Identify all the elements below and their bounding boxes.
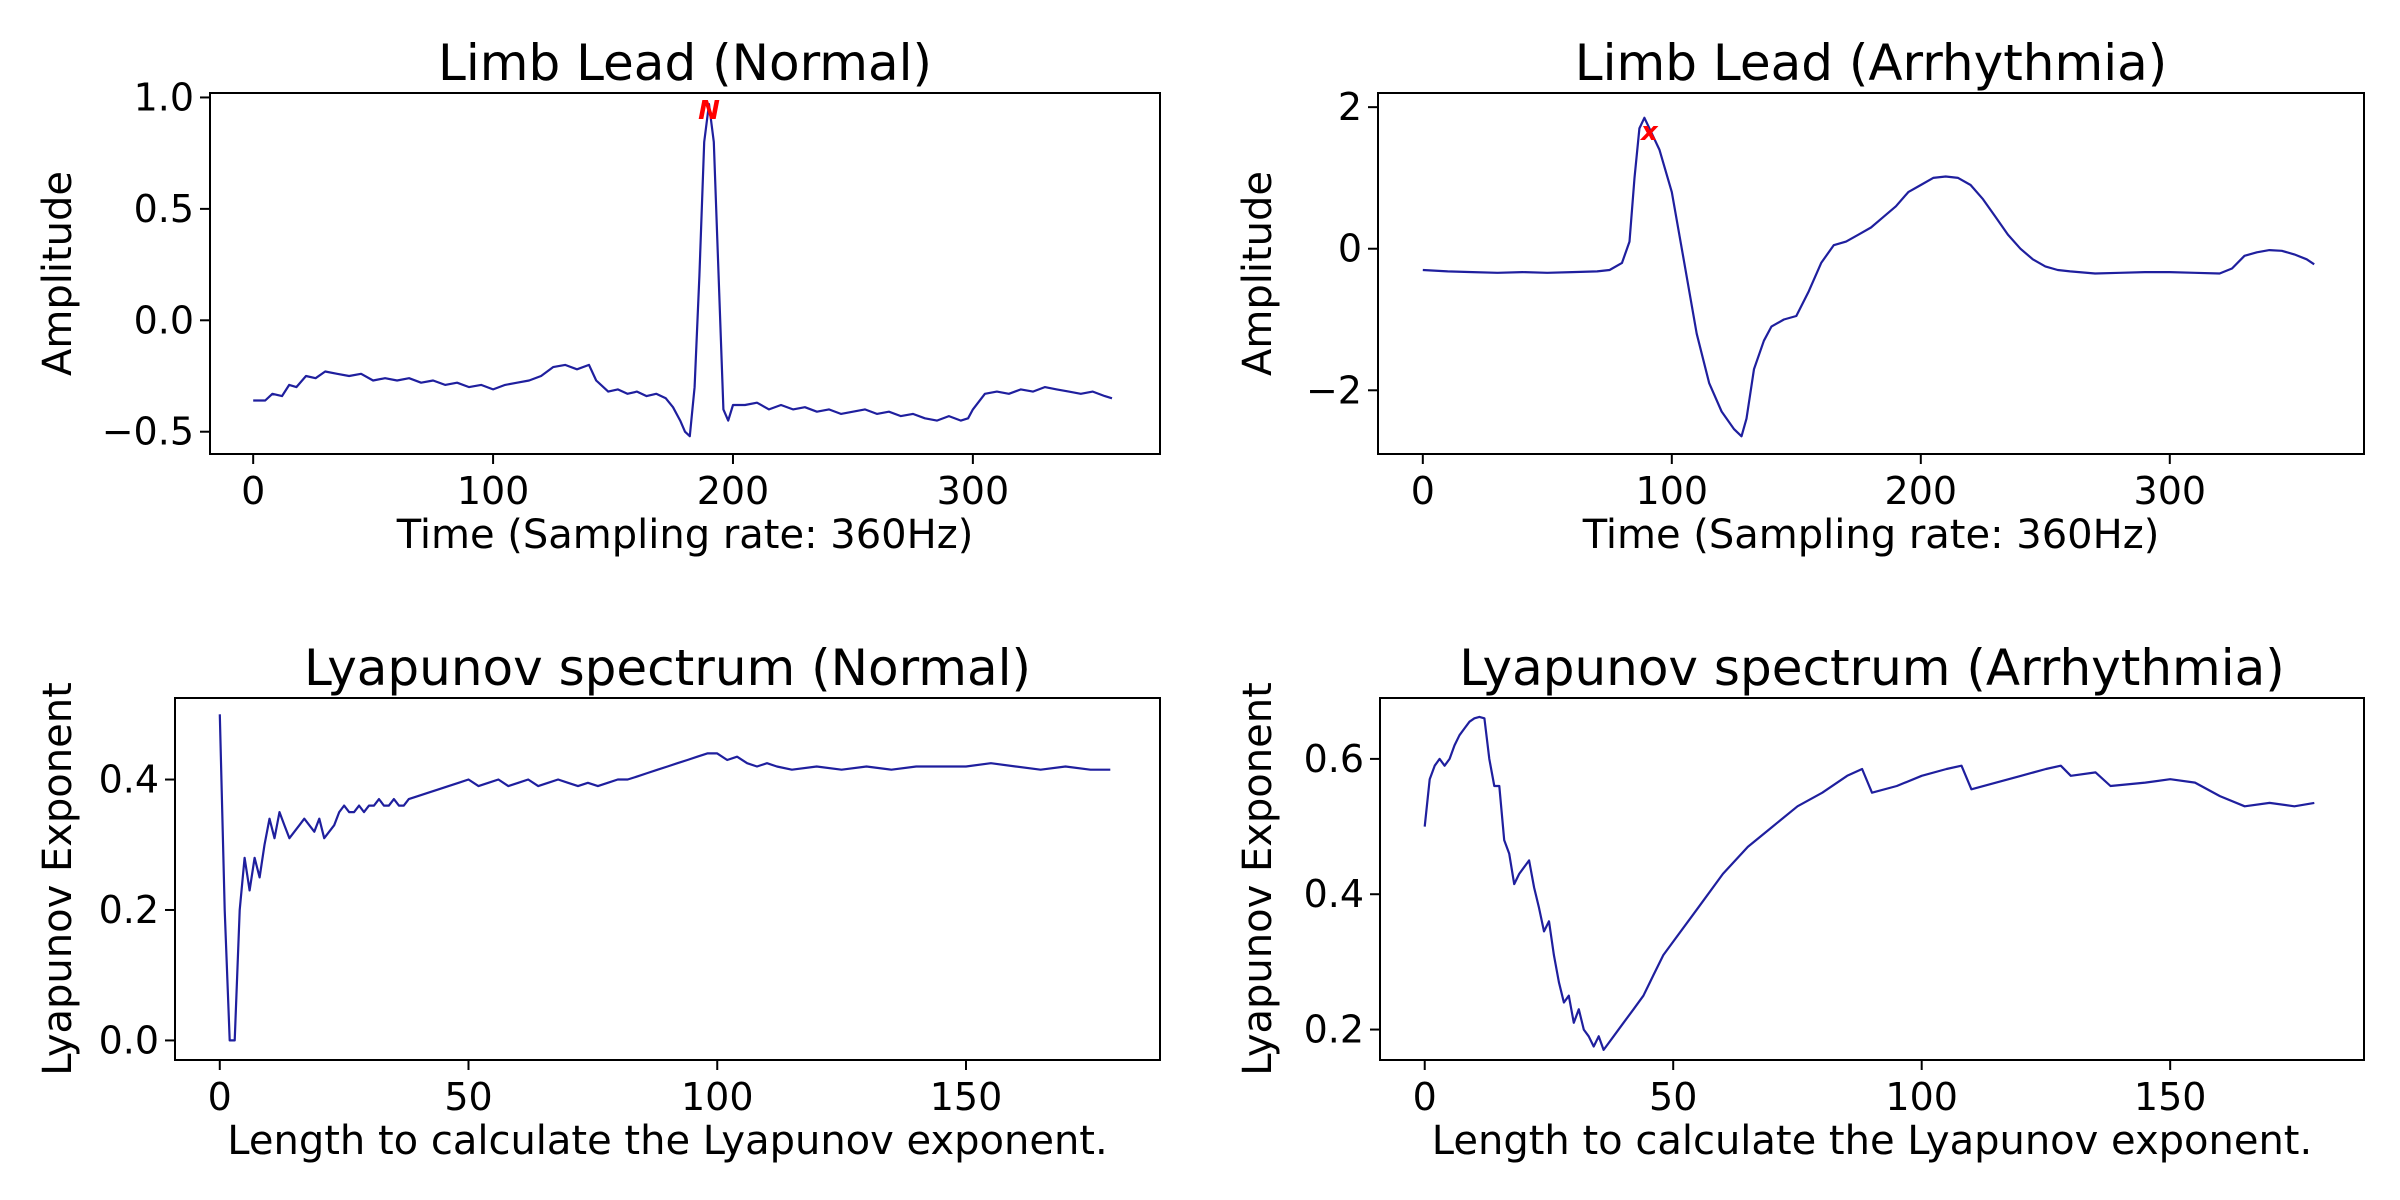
chart-title: Limb Lead (Normal) [438,34,932,92]
y-tick-label: 1.0 [134,75,194,119]
y-tick-label: 0.6 [1304,737,1364,781]
y-axis-label: Amplitude [35,171,81,376]
y-axis-label: Lyapunov Exponent [35,682,81,1076]
y-tick-label: 0.2 [1304,1008,1364,1052]
plot-area-frame [174,697,1161,1061]
series-line [1422,116,2315,438]
series-line [218,714,1111,1042]
x-tick-label: 0 [1413,1075,1437,1119]
chart-title: Lyapunov spectrum (Arrhythmia) [1459,639,2285,697]
x-tick-label: 0 [208,1075,232,1119]
plot-area-frame [1379,697,2365,1061]
x-tick-label: 100 [1885,1075,1958,1119]
y-axis-label: Lyapunov Exponent [1235,682,1281,1076]
y-tick-label: 0.4 [1304,872,1364,916]
y-tick-label: 2 [1338,85,1362,129]
x-tick-label: 100 [1636,469,1709,513]
y-tick-label: 0 [1338,227,1362,271]
y-tick-label: 0.2 [99,888,159,932]
x-tick-label: 50 [1649,1075,1697,1119]
y-tick-label: −2 [1306,368,1362,412]
x-tick-label: 0 [1411,469,1435,513]
x-tick-label: 300 [2134,469,2207,513]
x-tick-label: 100 [457,469,530,513]
plot-area-frame [1377,92,2365,455]
x-axis-label: Time (Sampling rate: 360Hz) [1582,512,2160,558]
panel-lyapunov-arrhythmia: Lyapunov spectrum (Arrhythmia) Length to … [1235,639,2365,1164]
x-axis-label: Time (Sampling rate: 360Hz) [396,512,974,558]
panel-limb-lead-normal: Limb Lead (Normal) Time (Sampling rate: 3… [35,34,1161,558]
x-tick-label: 50 [444,1075,492,1119]
x-tick-label: 200 [697,469,770,513]
beat-annotation-marker: N [698,96,720,126]
chart-title: Lyapunov spectrum (Normal) [304,639,1031,697]
series-line [1423,715,2315,1051]
panel-lyapunov-normal: Lyapunov spectrum (Normal) Length to calc… [35,639,1161,1164]
y-tick-label: 0.0 [134,298,194,342]
x-tick-label: 300 [937,469,1010,513]
panel-limb-lead-arrhythmia: Limb Lead (Arrhythmia) Time (Sampling rat… [1235,34,2365,558]
x-tick-label: 150 [930,1075,1003,1119]
y-tick-label: −0.5 [102,410,194,454]
series-line [253,103,1113,438]
chart-title: Limb Lead (Arrhythmia) [1575,34,2167,92]
x-axis-label: Length to calculate the Lyapunov exponen… [1432,1118,2312,1164]
x-tick-label: 200 [1885,469,1958,513]
x-tick-label: 0 [241,469,265,513]
x-tick-label: 150 [2134,1075,2207,1119]
plot-area-frame [209,92,1161,455]
y-tick-label: 0.0 [99,1018,159,1062]
x-tick-label: 100 [681,1075,754,1119]
y-tick-label: 0.4 [99,758,159,802]
y-axis-label: Amplitude [1235,171,1281,376]
beat-annotation-marker: x [1639,117,1659,147]
x-axis-label: Length to calculate the Lyapunov exponen… [227,1118,1107,1164]
y-tick-label: 0.5 [134,187,194,231]
